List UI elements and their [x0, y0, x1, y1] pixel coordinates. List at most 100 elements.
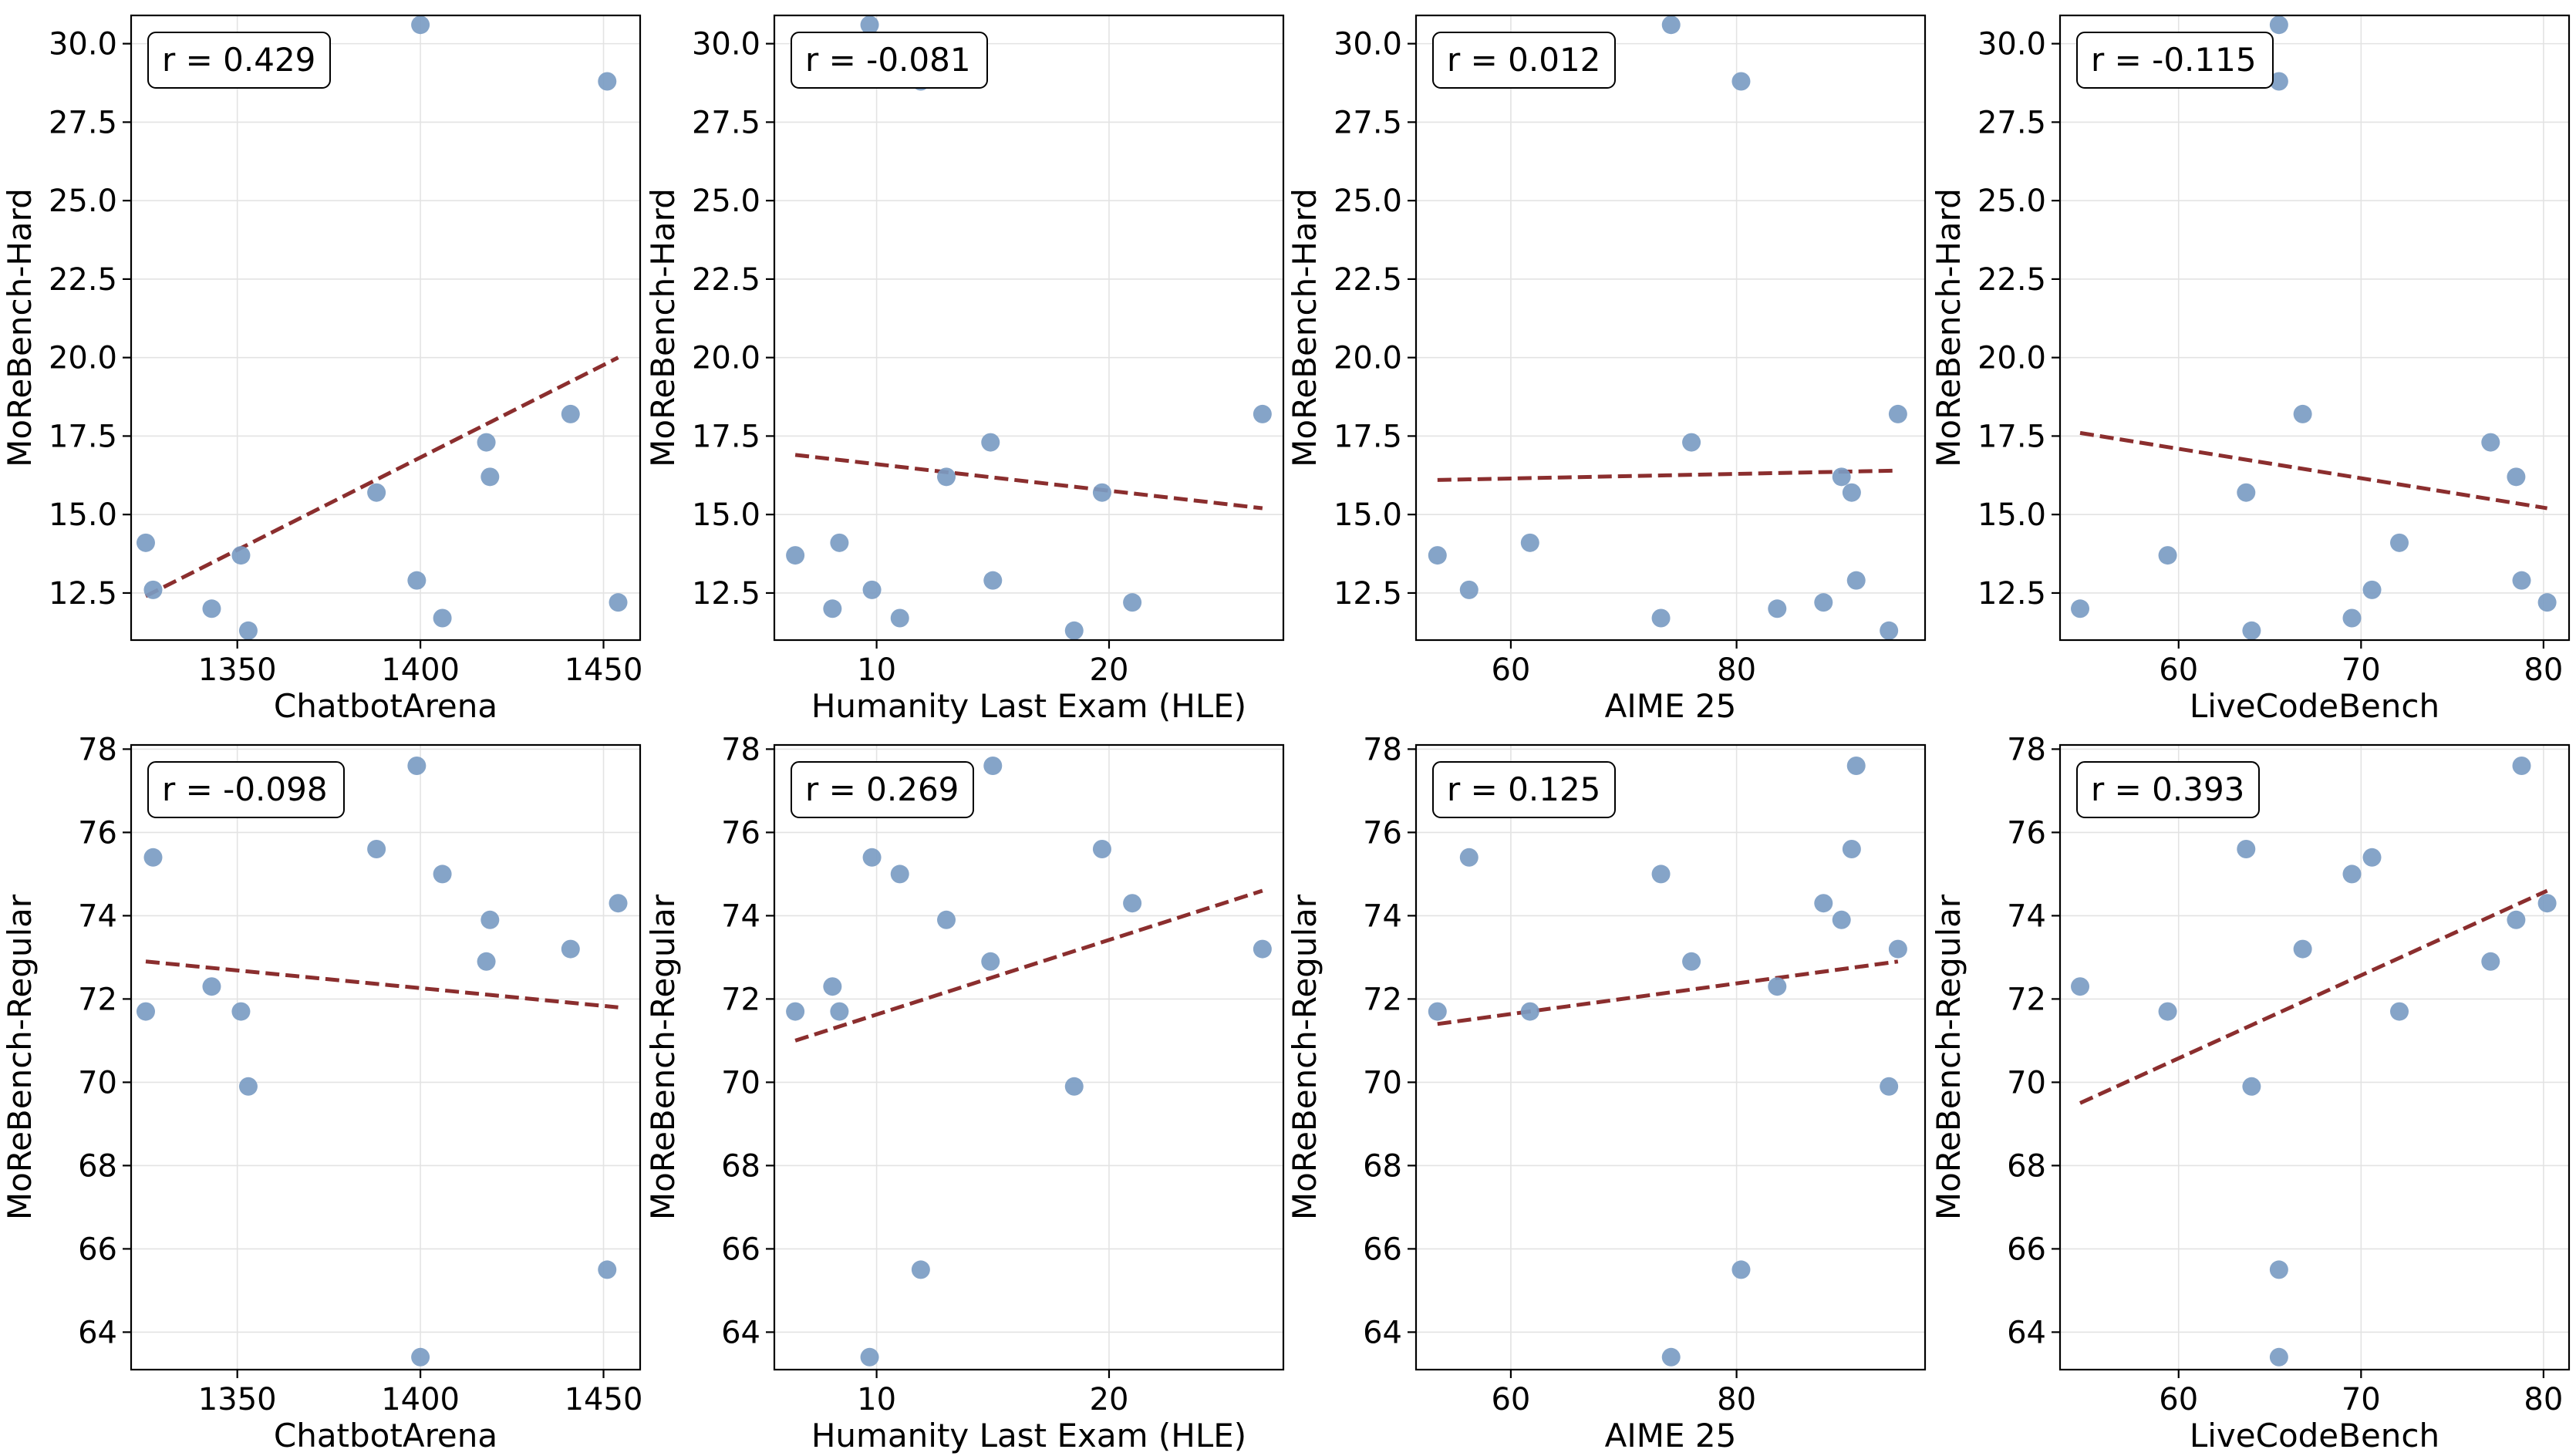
x-tick-label: 1400: [381, 1382, 460, 1417]
data-point: [983, 571, 1003, 590]
x-tick-label: 20: [1090, 652, 1129, 688]
data-point: [2269, 1260, 2288, 1279]
data-point: [2237, 483, 2256, 502]
x-axis-label: ChatbotArena: [274, 687, 497, 725]
axes-frame: [1414, 743, 1927, 1371]
data-points: [786, 15, 1272, 640]
data-point: [2269, 15, 2288, 35]
y-tick-label: 12.5: [1978, 576, 2046, 612]
y-tick-label: 66: [1363, 1232, 1402, 1267]
y-tick-label: 25.0: [1978, 184, 2046, 219]
axes-frame: [773, 14, 1285, 642]
y-tick-label: 22.5: [1978, 262, 2046, 298]
correlation-box: [2076, 761, 2260, 818]
y-axis-label: MoReBench-Hard: [1286, 188, 1323, 467]
x-tick-label: 60: [2159, 1382, 2198, 1417]
x-axis-label: AIME 25: [1605, 687, 1737, 725]
data-points: [1428, 15, 1907, 640]
data-point: [786, 1002, 805, 1021]
x-tick-label: 80: [2524, 1382, 2563, 1417]
data-point: [1123, 894, 1142, 913]
data-point: [2390, 533, 2409, 552]
x-tick-label: 1400: [381, 652, 460, 688]
data-point: [367, 840, 386, 858]
y-tick-label: 72: [2007, 982, 2046, 1017]
y-tick-label: 64: [2007, 1315, 2046, 1350]
correlation-box: [1432, 761, 1616, 818]
data-point: [2293, 404, 2312, 423]
data-point: [2362, 580, 2382, 599]
axes-frame: [2058, 743, 2571, 1371]
trend-line: [794, 453, 1263, 511]
chart-panel-4: 60 70 80 12.5 15.0 17.5 20.0 22.5 25.0 27.5 30.0 Li…: [1930, 14, 2571, 725]
data-point: [1520, 1002, 1539, 1021]
data-point: [238, 1077, 258, 1096]
data-point: [830, 1002, 849, 1021]
y-tick-label: 17.5: [49, 419, 117, 454]
y-tick-label: 74: [1363, 898, 1402, 934]
data-point: [477, 952, 496, 971]
data-point: [981, 952, 1000, 971]
data-point: [231, 546, 251, 565]
data-point: [407, 757, 427, 775]
data-point: [830, 533, 849, 552]
axes-frame: [2058, 14, 2571, 642]
y-tick-label: 68: [78, 1148, 117, 1184]
data-point: [1123, 593, 1142, 612]
data-point: [433, 865, 452, 884]
data-point: [1842, 840, 1861, 858]
y-tick-label: 17.5: [692, 419, 760, 454]
data-point: [1459, 848, 1479, 867]
data-point: [2071, 977, 2090, 996]
data-point: [407, 571, 427, 590]
data-point: [1092, 840, 1111, 858]
data-point: [1661, 1347, 1681, 1367]
data-point: [2242, 621, 2261, 640]
axes-frame: [130, 743, 642, 1371]
data-point: [1832, 910, 1851, 929]
trend-line: [1437, 959, 1899, 1026]
data-point: [981, 433, 1000, 452]
y-tick-label: 25.0: [692, 184, 760, 219]
y-tick-label: 70: [1363, 1065, 1402, 1100]
data-point: [862, 580, 882, 599]
axes-frame: [773, 743, 1285, 1371]
data-point: [2512, 571, 2531, 590]
x-tick-label: 1450: [565, 1382, 643, 1417]
data-point: [860, 1347, 879, 1367]
data-point: [1651, 865, 1671, 884]
y-tick-label: 74: [78, 898, 117, 934]
data-point: [2507, 910, 2526, 929]
data-point: [937, 467, 956, 487]
y-tick-label: 22.5: [49, 262, 117, 298]
x-tick-label: 80: [1717, 1382, 1756, 1417]
y-tick-label: 66: [2007, 1232, 2046, 1267]
data-point: [2242, 1077, 2261, 1096]
x-axis-label: LiveCodeBench: [2190, 687, 2439, 725]
correlation-label: r = -0.098: [162, 770, 328, 808]
x-axis-label: LiveCodeBench: [2190, 1417, 2439, 1454]
trend-line: [144, 356, 619, 598]
y-axis-label: MoReBench-Regular: [1, 894, 39, 1220]
trend-line: [2079, 888, 2548, 1105]
y-tick-label: 20.0: [1978, 341, 2046, 376]
chart-panel-6: 10 20 64 66 68 70 72 74 76 78 Humanity Last Exam (…: [644, 732, 1285, 1454]
data-point: [1888, 404, 1907, 423]
data-point: [937, 910, 956, 929]
y-tick-label: 15.0: [692, 497, 760, 533]
data-point: [786, 546, 805, 565]
y-tick-label: 76: [721, 815, 760, 851]
x-axis-label: Humanity Last Exam (HLE): [811, 1417, 1246, 1454]
data-point: [1064, 1077, 1084, 1096]
y-tick-label: 30.0: [49, 27, 117, 62]
trend-line: [794, 888, 1263, 1043]
data-point: [823, 977, 842, 996]
chart-panel-5: 1350 1400 1450 64 66 68 70 72 74 76 78 ChatbotArena…: [1, 732, 642, 1454]
y-tick-label: 25.0: [49, 184, 117, 219]
y-tick-label: 72: [721, 982, 760, 1017]
y-tick-label: 22.5: [692, 262, 760, 298]
data-point: [2512, 757, 2531, 775]
chart-panel-1: 1350 1400 1450 12.5 15.0 17.5 20.0 22.5 25.0 27.5…: [1, 14, 642, 725]
y-tick-label: 30.0: [692, 27, 760, 62]
correlation-box: [147, 761, 345, 818]
